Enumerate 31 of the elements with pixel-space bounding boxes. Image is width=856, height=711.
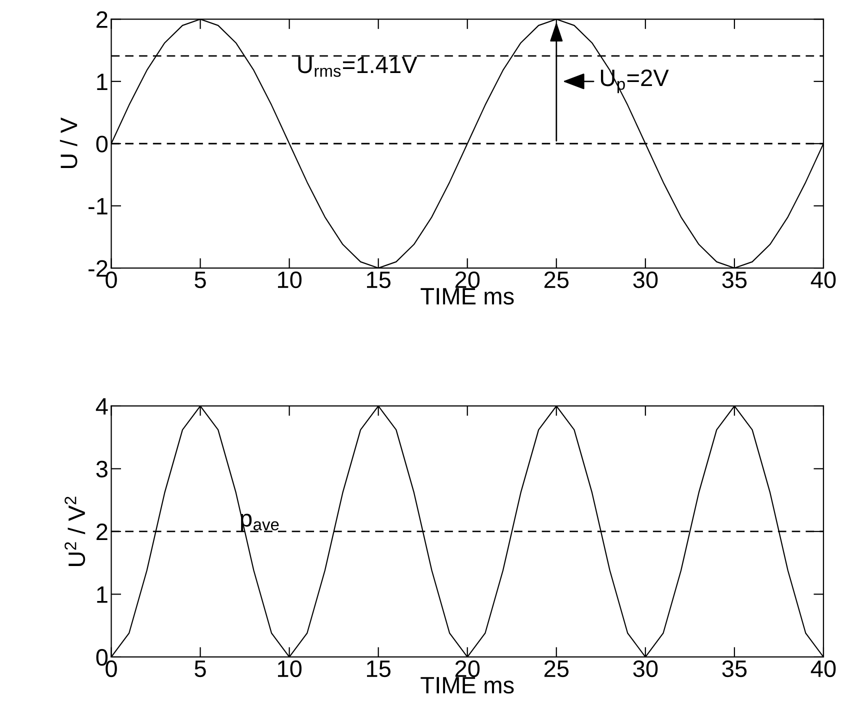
x-tick-label: 10: [278, 271, 302, 288]
x-tick-label: 35: [722, 271, 747, 288]
x-tick-label: 20: [455, 660, 480, 678]
x-tick-label: 5: [194, 272, 206, 288]
y-tick-label: 2: [96, 524, 108, 540]
y-tick-label: 2: [96, 11, 108, 28]
x-tick-label: 40: [810, 660, 836, 678]
y-tick-label: 3: [96, 460, 108, 478]
y-tick-label: 4: [96, 398, 108, 415]
x-tick-label: 25: [544, 271, 569, 288]
y-axis-title: U / V: [60, 117, 78, 168]
x-tick-label: 40: [810, 271, 836, 288]
x-tick-label: 35: [722, 660, 747, 678]
y-tick-label: 0: [96, 136, 108, 152]
y-tick-label: -2: [88, 260, 108, 277]
x-tick-label: 5: [194, 660, 206, 678]
y-tick-label: -1: [88, 198, 108, 214]
ref-line-label: U$_{rms}$=1.41V: [298, 56, 418, 77]
x-tick-label: 15: [367, 660, 390, 678]
x-tick-label: 15: [367, 272, 390, 288]
y-axis-title: U$^{2}$ / V$^{2}$: [64, 496, 86, 566]
x-axis-title: TIME ms: [420, 677, 514, 694]
x-tick-label: 25: [544, 660, 569, 678]
x-tick-label: 10: [278, 660, 302, 678]
x-tick-label: 30: [633, 271, 658, 288]
y-tick-label: 1: [97, 74, 108, 90]
x-tick-label: 30: [633, 660, 658, 678]
x-axis-title: TIME ms: [420, 288, 514, 305]
y-tick-label: 0: [96, 649, 108, 666]
y-tick-label: 1: [97, 586, 108, 603]
x-tick-label: 20: [455, 271, 480, 288]
